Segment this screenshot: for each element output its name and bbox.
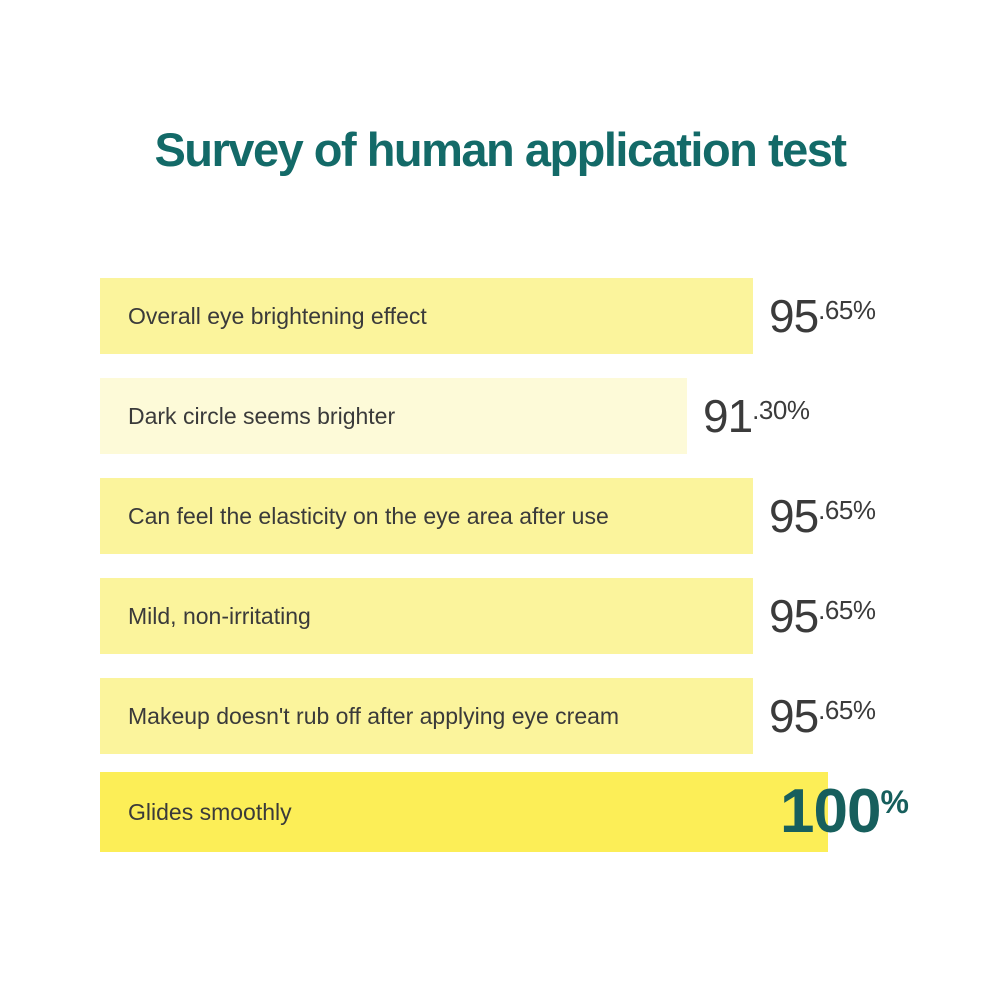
value: 95 .65% [769,290,876,342]
bar: Glides smoothly [100,772,828,852]
value-integer: 95 [769,490,819,542]
bar: Makeup doesn't rub off after applying ey… [100,678,753,754]
bar-row: Can feel the elasticity on the eye area … [100,478,930,554]
page-title: Survey of human application test [154,123,847,176]
bar: Overall eye brightening effect [100,278,753,354]
bar: Mild, non-irritating [100,578,753,654]
value-decimal: .30% [752,395,810,425]
value: 95 .65% [769,590,876,642]
bar-row: Glides smoothly 100 % [100,772,930,852]
bar-label: Glides smoothly [128,798,292,825]
value: 95 .65% [769,690,876,742]
value-percent-sign: % [880,784,909,821]
value-decimal: .65% [818,495,876,525]
value-integer: 95 [769,590,819,642]
value: 91 .30% [703,390,810,442]
bar-row: Dark circle seems brighter 91 .30% [100,378,930,454]
bar-chart: Overall eye brightening effect 95 .65% D… [100,278,930,852]
value-integer: 95 [769,690,819,742]
bar-label: Overall eye brightening effect [128,302,427,329]
bar-label: Mild, non-irritating [128,602,311,629]
bar-row: Mild, non-irritating 95 .65% [100,578,930,654]
bar-label: Makeup doesn't rub off after applying ey… [128,702,620,729]
value-integer: 91 [703,390,753,442]
value-integer: 95 [769,290,819,342]
bar-row: Makeup doesn't rub off after applying ey… [100,678,930,754]
bar: Dark circle seems brighter [100,378,687,454]
bar-label: Can feel the elasticity on the eye area … [128,502,609,529]
bar: Can feel the elasticity on the eye area … [100,478,753,554]
value-highlight: 100 % [780,777,909,847]
value-decimal: .65% [818,595,876,625]
bar-row: Overall eye brightening effect 95 .65% [100,278,930,354]
bar-label: Dark circle seems brighter [128,402,396,429]
value: 95 .65% [769,490,876,542]
value-decimal: .65% [818,695,876,725]
value-integer: 100 [780,777,881,847]
value-decimal: .65% [818,295,876,325]
